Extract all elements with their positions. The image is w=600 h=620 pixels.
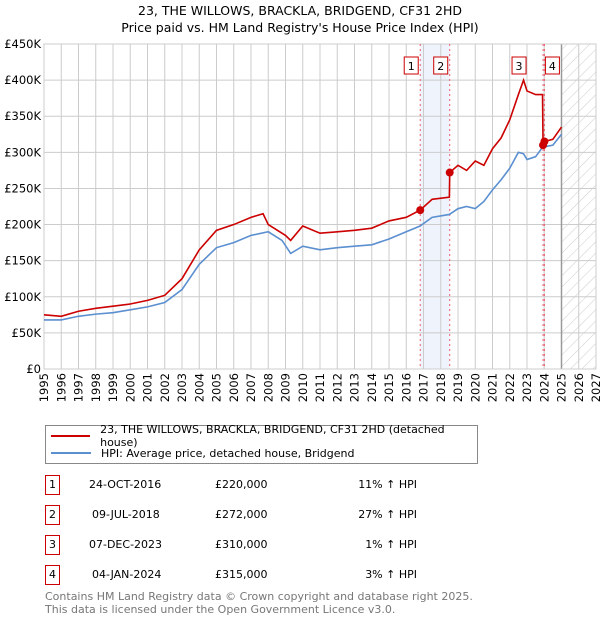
- transaction-price: £220,000: [215, 478, 268, 491]
- x-tick-label: 2008: [261, 373, 275, 402]
- transaction-date: 09-JUL-2018: [92, 508, 160, 521]
- x-tick-label: 2025: [555, 373, 569, 402]
- x-tick-label: 2001: [141, 373, 155, 402]
- legend-item-hpi: HPI: Average price, detached house, Brid…: [51, 445, 354, 461]
- sale-point: [540, 137, 549, 146]
- transaction-date: 07-DEC-2023: [89, 538, 163, 551]
- chart-title: 23, THE WILLOWS, BRACKLA, BRIDGEND, CF31…: [0, 2, 600, 36]
- transaction-hpi-diff: 27% ↑ HPI: [358, 508, 417, 521]
- price-chart: 1995 1996 1997 1998 1999 2000 2001 2002 2003 2004…: [4, 37, 600, 402]
- sale-number-label: 4: [549, 60, 556, 73]
- x-tick-label: 2007: [244, 373, 258, 402]
- sale-point: [416, 206, 425, 215]
- sale-number-box: [511, 56, 527, 75]
- y-tick-label: £400K: [4, 73, 41, 87]
- x-tick-label: 2016: [399, 373, 413, 402]
- transaction-row: 2 09-JUL-2018 £272,000 27% ↑ HPI: [45, 505, 465, 525]
- transaction-hpi-diff: 11% ↑ HPI: [358, 478, 417, 491]
- x-tick-label: 2011: [313, 373, 327, 402]
- x-tick-label: 2018: [434, 373, 448, 402]
- x-tick-label: 2012: [330, 373, 344, 402]
- x-tick-label: 1995: [37, 373, 51, 402]
- x-tick-label: 2014: [365, 373, 379, 402]
- x-tick-label: 2000: [123, 373, 137, 402]
- title-line-2: Price paid vs. HM Land Registry's House …: [121, 20, 479, 35]
- sale-number-box: [544, 56, 560, 75]
- legend-item-property: 23, THE WILLOWS, BRACKLA, BRIDGEND, CF31…: [51, 423, 477, 449]
- y-tick-label: £100K: [4, 290, 41, 304]
- x-tick-label: 2019: [451, 373, 465, 402]
- transaction-date: 04-JAN-2024: [92, 568, 162, 581]
- transaction-price: £272,000: [215, 508, 268, 521]
- hpi-line: [44, 133, 563, 321]
- y-tick-label: £350K: [4, 109, 41, 123]
- transaction-price: £310,000: [215, 538, 268, 551]
- sale-point: [445, 168, 454, 177]
- x-tick-label: 1998: [89, 373, 103, 402]
- x-tick-label: 2026: [572, 373, 586, 402]
- sale-number-label: 3: [516, 60, 523, 73]
- sale-period-shade: [543, 44, 545, 369]
- transaction-number: 4: [45, 565, 60, 585]
- title-line-1: 23, THE WILLOWS, BRACKLA, BRIDGEND, CF31…: [138, 3, 462, 18]
- transaction-row: 1 24-OCT-2016 £220,000 11% ↑ HPI: [45, 475, 465, 495]
- x-tick-label: 2004: [192, 373, 206, 402]
- x-tick-label: 2009: [279, 373, 293, 402]
- transaction-hpi-diff: 3% ↑ HPI: [365, 568, 417, 581]
- transaction-row: 3 07-DEC-2023 £310,000 1% ↑ HPI: [45, 535, 465, 555]
- x-tick-label: 1999: [106, 373, 120, 402]
- y-tick-label: £50K: [12, 326, 42, 340]
- x-tick-label: 2013: [348, 373, 362, 402]
- x-tick-label: 2027: [589, 373, 600, 402]
- footer-line: This data is licensed under the Open Gov…: [45, 603, 396, 616]
- x-tick-label: 1997: [72, 373, 86, 402]
- transaction-row: 4 04-JAN-2024 £315,000 3% ↑ HPI: [45, 565, 465, 585]
- footer: Contains HM Land Registry data © Crown c…: [45, 590, 473, 616]
- x-tick-label: 2024: [537, 373, 551, 402]
- x-tick-label: 2002: [158, 373, 172, 402]
- property-price-line: [43, 77, 563, 318]
- y-tick-label: £450K: [4, 37, 41, 51]
- transaction-hpi-diff: 1% ↑ HPI: [365, 538, 417, 551]
- y-tick-label: £200K: [4, 218, 41, 232]
- footer-line: Contains HM Land Registry data © Crown c…: [45, 590, 473, 603]
- y-tick-label: £0: [26, 362, 41, 376]
- plot-frame: [43, 43, 597, 370]
- legend: 23, THE WILLOWS, BRACKLA, BRIDGEND, CF31…: [45, 423, 478, 464]
- transaction-price: £315,000: [215, 568, 268, 581]
- legend-label: 23, THE WILLOWS, BRACKLA, BRIDGEND, CF31…: [100, 423, 445, 449]
- x-tick-label: 2005: [210, 373, 224, 402]
- sale-number-box: [403, 56, 419, 75]
- x-tick-label: 2020: [468, 373, 482, 402]
- transaction-number: 3: [45, 535, 60, 555]
- transaction-number: 2: [45, 505, 60, 525]
- x-tick-label: 2023: [520, 373, 534, 402]
- y-tick-label: £150K: [4, 254, 41, 268]
- legend-label: HPI: Average price, detached house, Brid…: [101, 446, 355, 460]
- transaction-number: 1: [45, 475, 60, 495]
- x-tick-label: 2006: [227, 373, 241, 402]
- x-tick-label: 2017: [417, 373, 431, 402]
- x-tick-label: 2010: [296, 373, 310, 402]
- transaction-date: 24-OCT-2016: [89, 478, 162, 491]
- x-tick-label: 1996: [54, 373, 68, 402]
- x-tick-label: 2022: [503, 373, 517, 402]
- x-tick-label: 2015: [382, 373, 396, 402]
- y-tick-label: £300K: [4, 145, 41, 159]
- x-tick-label: 2021: [486, 373, 500, 402]
- sale-number-label: 1: [408, 60, 415, 73]
- y-tick-label: £250K: [4, 181, 41, 195]
- x-tick-label: 2003: [175, 373, 189, 402]
- sale-number-label: 2: [437, 60, 444, 73]
- sale-number-box: [433, 56, 449, 75]
